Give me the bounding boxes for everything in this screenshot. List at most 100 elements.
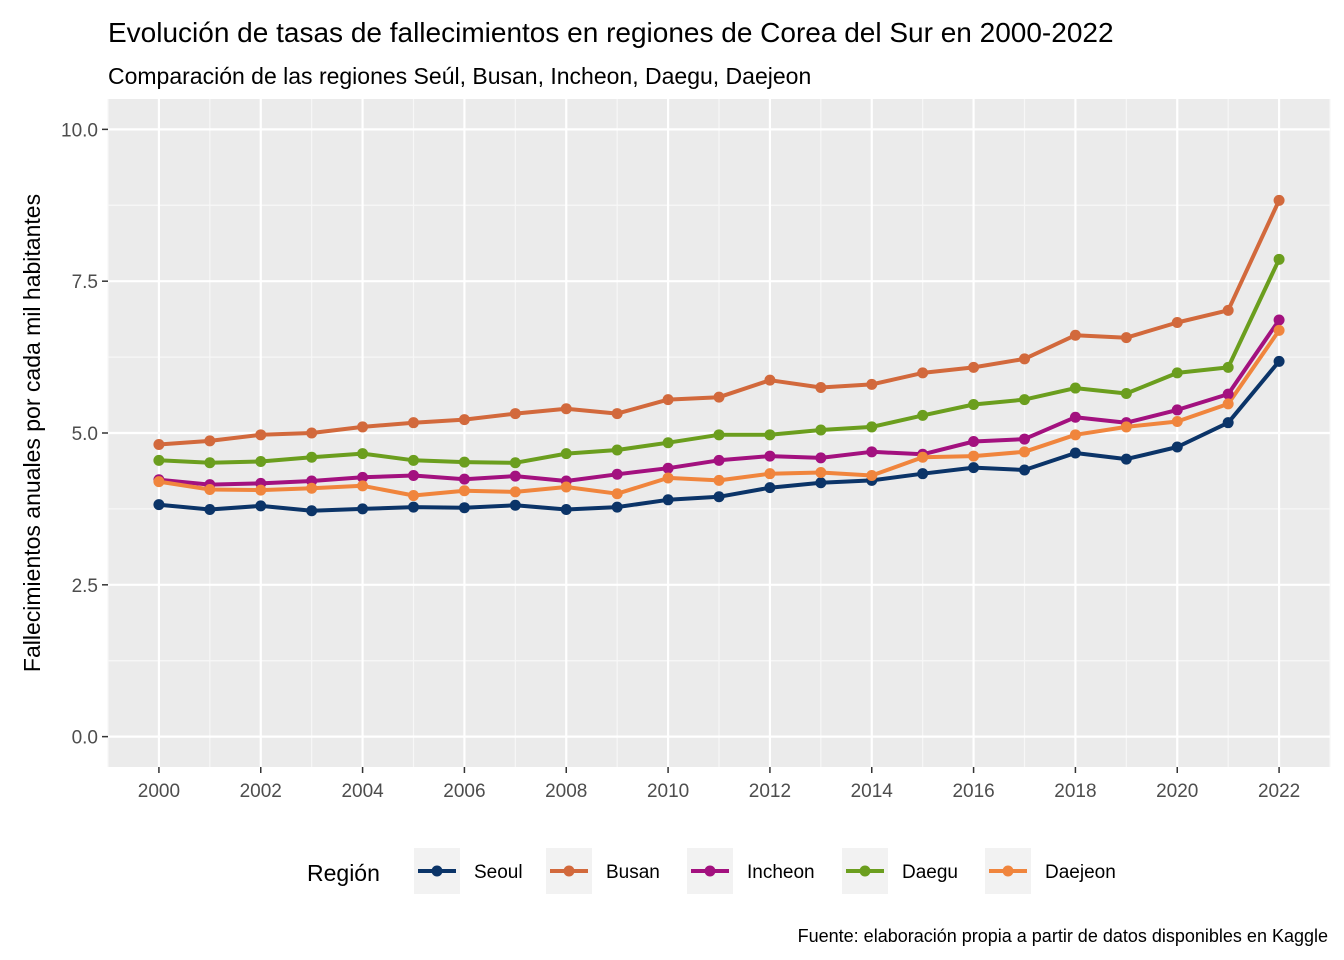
data-point-incheon	[1273, 314, 1285, 326]
data-point-seoul	[764, 482, 776, 494]
legend: Región Seoul Busan Incheon Daegu Daejeon	[307, 848, 1116, 894]
data-point-daegu	[204, 457, 216, 469]
data-point-seoul	[306, 505, 318, 517]
legend-key-point-incheon	[704, 865, 716, 877]
legend-key-point-seoul	[431, 865, 443, 877]
legend-label-incheon: Incheon	[747, 862, 815, 883]
x-axis: 2000 2002 2004 2006 2008 2010 2012 2014 2016 2018…	[138, 767, 1300, 802]
legend-label-busan: Busan	[606, 862, 660, 883]
data-point-seoul	[153, 499, 165, 511]
data-point-busan	[1120, 332, 1132, 344]
data-point-daegu	[662, 437, 674, 449]
data-point-daejeon	[968, 450, 980, 462]
chart-subtitle: Comparación de las regiones Seúl, Busan,…	[108, 63, 811, 89]
x-tick-label: 2010	[647, 781, 689, 802]
data-point-seoul	[560, 504, 572, 516]
data-point-incheon	[1222, 388, 1234, 400]
x-tick-label: 2012	[749, 781, 791, 802]
data-point-seoul	[662, 494, 674, 506]
data-point-incheon	[1069, 411, 1081, 423]
data-point-daejeon	[204, 483, 216, 495]
y-tick-label: 7.5	[72, 272, 98, 293]
data-point-incheon	[713, 454, 725, 466]
data-point-daegu	[255, 456, 267, 468]
data-point-busan	[968, 361, 980, 373]
data-point-busan	[560, 403, 572, 415]
data-point-daegu	[408, 454, 419, 466]
data-point-seoul	[1120, 453, 1132, 465]
data-point-seoul	[357, 503, 369, 515]
data-point-busan	[917, 367, 929, 379]
data-point-busan	[1019, 353, 1030, 365]
data-point-daegu	[611, 444, 623, 456]
data-point-daegu	[509, 457, 521, 469]
y-axis-label: Fallecimientos anuales por cada mil habi…	[19, 194, 45, 672]
data-point-seoul	[1273, 355, 1285, 367]
data-point-seoul	[408, 501, 419, 513]
data-point-incheon	[509, 470, 521, 482]
data-point-daegu	[968, 398, 980, 410]
data-point-incheon	[1019, 433, 1030, 445]
data-point-busan	[306, 427, 318, 439]
data-point-busan	[815, 381, 827, 393]
data-point-seoul	[1069, 447, 1081, 459]
data-point-daegu	[1171, 367, 1183, 379]
y-tick-label: 5.0	[72, 424, 98, 445]
data-point-daejeon	[1069, 429, 1081, 441]
y-tick-label: 2.5	[72, 576, 98, 597]
y-tick-label: 0.0	[72, 728, 98, 749]
data-point-daegu	[153, 454, 165, 466]
data-point-daejeon	[408, 490, 419, 502]
data-point-daegu	[1069, 382, 1081, 394]
data-point-busan	[458, 414, 470, 426]
x-tick-label: 2022	[1258, 781, 1300, 802]
data-point-busan	[611, 408, 623, 420]
data-point-incheon	[815, 452, 827, 464]
data-point-daejeon	[1273, 324, 1285, 336]
data-point-daegu	[357, 448, 369, 460]
data-point-incheon	[357, 471, 369, 483]
data-point-daejeon	[458, 485, 470, 497]
data-point-daejeon	[306, 482, 318, 494]
data-point-incheon	[611, 468, 623, 480]
legend-label-daegu: Daegu	[902, 862, 958, 883]
x-tick-label: 2014	[851, 781, 894, 802]
data-point-daejeon	[255, 484, 267, 496]
data-point-daejeon	[1171, 415, 1183, 427]
data-point-seoul	[815, 477, 827, 489]
data-point-busan	[713, 391, 725, 403]
series-points	[153, 194, 1285, 517]
data-point-busan	[153, 439, 165, 451]
data-point-seoul	[968, 462, 980, 474]
data-point-daegu	[764, 429, 776, 441]
data-point-busan	[662, 394, 674, 406]
data-point-incheon	[408, 470, 419, 482]
data-point-seoul	[1019, 464, 1030, 476]
data-point-incheon	[458, 473, 470, 485]
y-axis: 0.0 2.5 5.0 7.5 10.0	[61, 120, 108, 749]
x-tick-label: 2018	[1054, 781, 1096, 802]
data-point-seoul	[255, 500, 267, 512]
data-point-seoul	[917, 468, 929, 480]
data-point-busan	[408, 417, 419, 429]
data-point-busan	[204, 435, 216, 447]
data-point-seoul	[458, 502, 470, 514]
data-point-seoul	[713, 491, 725, 503]
x-tick-label: 2002	[240, 781, 282, 802]
legend-key-point-daegu	[859, 865, 871, 877]
y-tick-label: 10.0	[61, 120, 98, 141]
x-tick-label: 2008	[545, 781, 587, 802]
data-point-daejeon	[509, 486, 521, 498]
x-tick-label: 2016	[952, 781, 994, 802]
data-point-seoul	[204, 504, 216, 516]
data-point-busan	[1069, 329, 1081, 341]
data-point-busan	[866, 378, 878, 390]
data-point-daejeon	[1222, 398, 1234, 410]
data-point-incheon	[764, 450, 776, 462]
data-point-busan	[357, 421, 369, 433]
data-point-daegu	[1019, 394, 1030, 406]
data-point-daegu	[713, 429, 725, 441]
data-point-daejeon	[153, 476, 165, 488]
data-point-incheon	[1171, 404, 1183, 416]
